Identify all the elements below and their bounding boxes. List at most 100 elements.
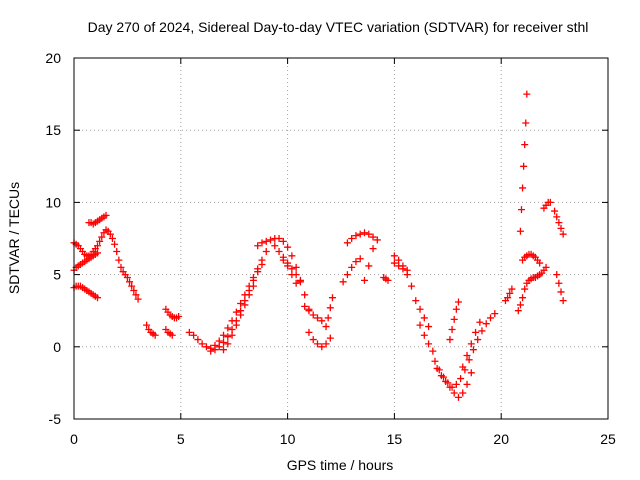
data-point bbox=[143, 321, 151, 329]
data-point bbox=[326, 334, 334, 342]
data-point bbox=[442, 377, 450, 385]
data-point bbox=[425, 340, 433, 348]
data-point bbox=[237, 311, 245, 319]
data-point bbox=[482, 320, 490, 328]
x-tick-label: 25 bbox=[600, 431, 616, 447]
x-axis-ticks: 0 5 10 15 20 25 bbox=[70, 58, 616, 447]
data-point bbox=[309, 311, 317, 319]
data-point bbox=[452, 305, 460, 313]
data-point bbox=[328, 294, 336, 302]
data-point bbox=[429, 347, 437, 355]
data-point bbox=[228, 331, 236, 339]
data-point bbox=[433, 364, 441, 372]
data-point bbox=[126, 278, 134, 286]
data-point bbox=[454, 393, 462, 401]
data-point bbox=[459, 363, 467, 371]
data-point bbox=[521, 285, 529, 293]
data-point bbox=[523, 90, 531, 98]
data-point bbox=[348, 235, 356, 242]
data-point bbox=[301, 302, 309, 310]
data-point bbox=[245, 291, 253, 299]
data-point bbox=[365, 230, 373, 238]
data-point bbox=[292, 263, 300, 271]
data-point bbox=[215, 343, 223, 351]
data-point bbox=[314, 314, 322, 322]
data-point bbox=[469, 346, 477, 354]
data-point bbox=[324, 314, 332, 322]
data-point bbox=[224, 340, 232, 348]
data-point bbox=[343, 239, 351, 247]
data-point bbox=[288, 252, 296, 260]
data-point bbox=[241, 301, 249, 309]
data-point bbox=[111, 240, 119, 248]
data-point bbox=[553, 271, 561, 279]
data-point bbox=[463, 380, 471, 388]
data-point bbox=[448, 325, 456, 333]
data-point bbox=[279, 237, 287, 245]
data-point bbox=[420, 314, 428, 322]
data-point bbox=[262, 247, 270, 255]
data-point bbox=[446, 336, 454, 344]
data-point bbox=[279, 256, 287, 264]
data-point bbox=[134, 295, 142, 303]
data-point bbox=[98, 233, 106, 241]
data-point bbox=[395, 262, 403, 270]
data-point bbox=[249, 282, 257, 290]
data-point bbox=[296, 278, 304, 286]
data-point bbox=[407, 282, 415, 290]
data-point bbox=[559, 297, 567, 305]
data-point bbox=[373, 236, 381, 244]
data-point bbox=[292, 279, 300, 287]
data-point bbox=[557, 224, 565, 232]
data-point bbox=[557, 288, 565, 296]
data-point bbox=[390, 252, 398, 260]
data-point bbox=[93, 249, 101, 257]
data-point bbox=[559, 230, 567, 238]
data-point bbox=[516, 227, 524, 235]
data-point bbox=[220, 331, 228, 339]
data-point bbox=[521, 141, 529, 149]
data-point bbox=[108, 235, 116, 242]
data-point bbox=[522, 119, 530, 127]
data-point bbox=[93, 242, 101, 250]
data-point bbox=[318, 343, 326, 351]
data-point bbox=[168, 331, 176, 339]
y-tick-label: -5 bbox=[49, 411, 62, 427]
data-point bbox=[262, 237, 270, 245]
data-point bbox=[224, 333, 232, 341]
data-point bbox=[365, 262, 373, 270]
data-point bbox=[508, 285, 516, 293]
data-point bbox=[224, 324, 232, 332]
data-point bbox=[476, 318, 484, 326]
data-point bbox=[536, 259, 544, 267]
data-point bbox=[360, 276, 368, 284]
data-point bbox=[519, 184, 527, 192]
x-tick-label: 0 bbox=[70, 431, 78, 447]
x-tick-label: 5 bbox=[177, 431, 185, 447]
data-point bbox=[431, 357, 439, 365]
data-point bbox=[106, 230, 114, 238]
data-point bbox=[132, 291, 140, 299]
data-point bbox=[390, 259, 398, 267]
data-point bbox=[454, 298, 462, 306]
data-point bbox=[318, 317, 326, 325]
data-point bbox=[516, 301, 524, 309]
data-point bbox=[425, 323, 433, 331]
data-point bbox=[506, 289, 514, 297]
data-point bbox=[472, 328, 480, 336]
data-point bbox=[343, 271, 351, 279]
data-point bbox=[457, 375, 465, 383]
data-point bbox=[403, 266, 411, 274]
data-point bbox=[356, 255, 364, 263]
data-point bbox=[348, 263, 356, 271]
chart-title: Day 270 of 2024, Sidereal Day-to-day VTE… bbox=[88, 19, 589, 35]
data-point bbox=[555, 279, 563, 287]
data-point bbox=[117, 263, 125, 271]
data-point bbox=[437, 372, 445, 380]
data-point bbox=[115, 256, 123, 264]
data-point bbox=[288, 271, 296, 279]
x-tick-label: 10 bbox=[280, 431, 296, 447]
data-point bbox=[412, 297, 420, 305]
data-point bbox=[128, 282, 136, 290]
